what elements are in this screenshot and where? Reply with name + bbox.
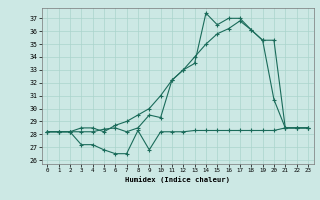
X-axis label: Humidex (Indice chaleur): Humidex (Indice chaleur): [125, 176, 230, 183]
